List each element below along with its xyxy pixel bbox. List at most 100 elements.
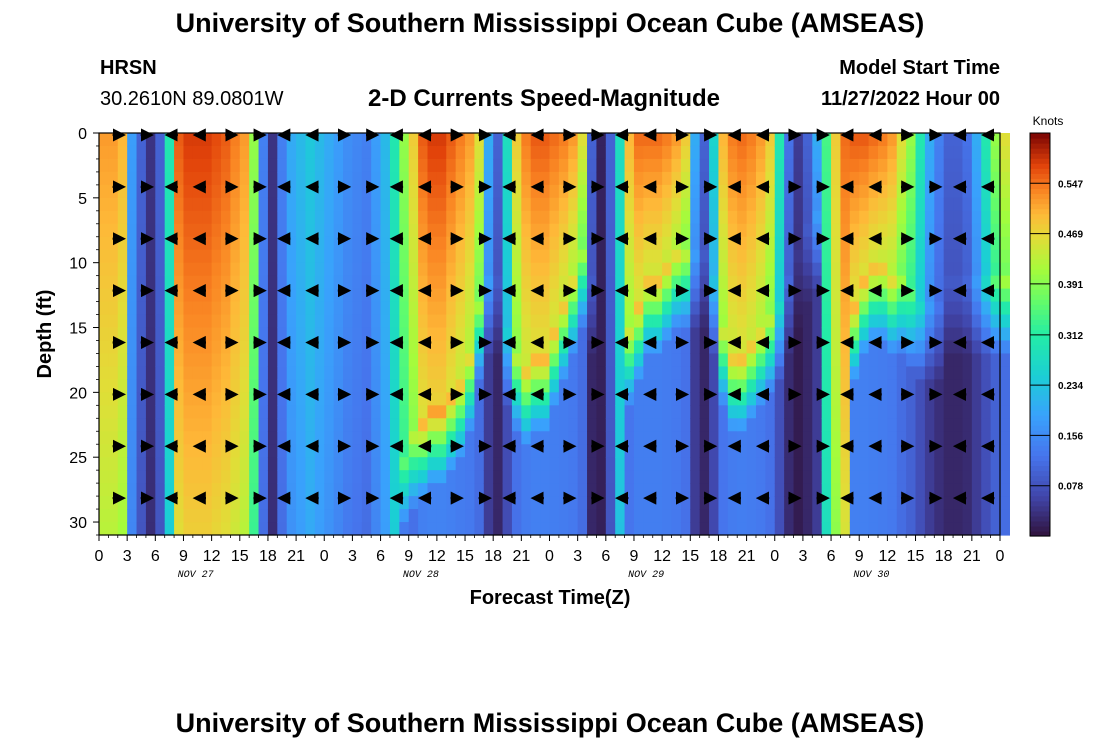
heatmap-cell	[737, 483, 748, 497]
heatmap-cell	[502, 223, 513, 238]
heatmap-cell	[230, 366, 241, 380]
heatmap-cell	[802, 522, 813, 536]
heatmap-cell	[859, 392, 870, 406]
heatmap-cell	[1000, 262, 1010, 277]
heatmap-cell	[352, 353, 363, 368]
heatmap-cell	[192, 301, 203, 316]
heatmap-cell	[596, 275, 607, 290]
heatmap-cell	[258, 405, 269, 419]
heatmap-cell	[371, 275, 382, 290]
heatmap-cell	[108, 483, 119, 497]
heatmap-cell	[155, 353, 166, 368]
heatmap-cell	[943, 379, 954, 393]
heatmap-cell	[953, 405, 964, 419]
heatmap-cell	[267, 288, 278, 303]
heatmap-cell	[108, 301, 119, 316]
heatmap-cell	[380, 496, 391, 510]
heatmap-cell	[333, 262, 344, 277]
heatmap-cell	[483, 483, 494, 497]
heatmap-cell	[802, 509, 813, 523]
heatmap-cell	[399, 444, 410, 458]
heatmap-cell	[605, 340, 616, 355]
heatmap-cell	[493, 366, 504, 380]
heatmap-cell	[643, 379, 654, 393]
heatmap-cell	[906, 262, 917, 277]
heatmap-cell	[174, 483, 185, 497]
heatmap-cell	[108, 379, 119, 393]
heatmap-cell	[755, 171, 766, 186]
heatmap-cell	[249, 470, 260, 484]
heatmap-cell	[868, 457, 879, 471]
heatmap-cell	[690, 470, 701, 484]
heatmap-cell	[136, 158, 147, 173]
x-tick-label: 18	[259, 548, 277, 565]
heatmap-cell	[962, 509, 973, 523]
heatmap-cell	[192, 145, 203, 160]
heatmap-cell	[249, 418, 260, 432]
heatmap-cell	[774, 158, 785, 173]
heatmap-cell	[971, 405, 982, 419]
heatmap-cell	[615, 379, 626, 393]
heatmap-cell	[558, 327, 569, 342]
model-start-value: 11/27/2022 Hour 00	[820, 88, 1000, 110]
x-tick-label: 15	[231, 548, 249, 565]
heatmap-cell	[418, 379, 429, 393]
heatmap-cell	[793, 405, 804, 419]
heatmap-cell	[436, 301, 447, 316]
heatmap-cell	[117, 301, 128, 316]
heatmap-cell	[108, 262, 119, 277]
heatmap-cell	[230, 249, 241, 264]
heatmap-cell	[915, 262, 926, 277]
heatmap-cell	[296, 496, 307, 510]
colorbar-segment	[1030, 480, 1050, 487]
heatmap-cell	[286, 353, 297, 368]
heatmap-cell	[530, 431, 541, 445]
heatmap-cell	[690, 288, 701, 303]
heatmap-cell	[324, 249, 335, 264]
heatmap-cell	[943, 197, 954, 212]
heatmap-cell	[408, 509, 419, 523]
heatmap-cell	[286, 522, 297, 536]
heatmap-cell	[389, 171, 400, 186]
heatmap-cell	[258, 522, 269, 536]
heatmap-cell	[221, 145, 231, 160]
colorbar-segment	[1030, 405, 1050, 411]
heatmap-cell	[99, 288, 109, 303]
heatmap-cell	[230, 470, 241, 484]
heatmap-cell	[221, 509, 231, 523]
heatmap-cell	[755, 405, 766, 419]
heatmap-cell	[699, 301, 710, 316]
heatmap-cell	[164, 275, 175, 290]
heatmap-cell	[380, 431, 391, 445]
heatmap-cell	[202, 496, 213, 510]
heatmap-cell	[755, 379, 766, 393]
heatmap-cell	[793, 470, 804, 484]
heatmap-cell	[915, 236, 926, 251]
heatmap-cell	[1000, 133, 1010, 147]
heatmap-cell	[924, 379, 935, 393]
heatmap-cell	[765, 275, 776, 290]
heatmap-cell	[202, 392, 213, 406]
heatmap-cell	[164, 418, 175, 432]
heatmap-cell	[389, 275, 400, 290]
heatmap-cell	[652, 288, 663, 303]
heatmap-cell	[174, 522, 185, 536]
heatmap-cell	[859, 314, 870, 329]
heatmap-cell	[305, 405, 316, 419]
heatmap-cell	[277, 366, 288, 380]
heatmap-cell	[324, 483, 335, 497]
heatmap-cell	[802, 353, 813, 368]
heatmap-cell	[737, 444, 748, 458]
heatmap-cell	[662, 340, 673, 355]
heatmap-cell	[465, 431, 476, 445]
heatmap-cell	[662, 236, 673, 251]
heatmap-cell	[371, 509, 382, 523]
colorbar-segment	[1030, 324, 1050, 331]
heatmap-cell	[887, 470, 898, 484]
heatmap-cell	[962, 223, 973, 238]
colorbar-segment	[1030, 148, 1050, 154]
heatmap-cell	[737, 392, 748, 406]
colorbar-segment	[1030, 143, 1050, 149]
heatmap-cell	[737, 158, 748, 173]
heatmap-cell	[136, 418, 147, 432]
